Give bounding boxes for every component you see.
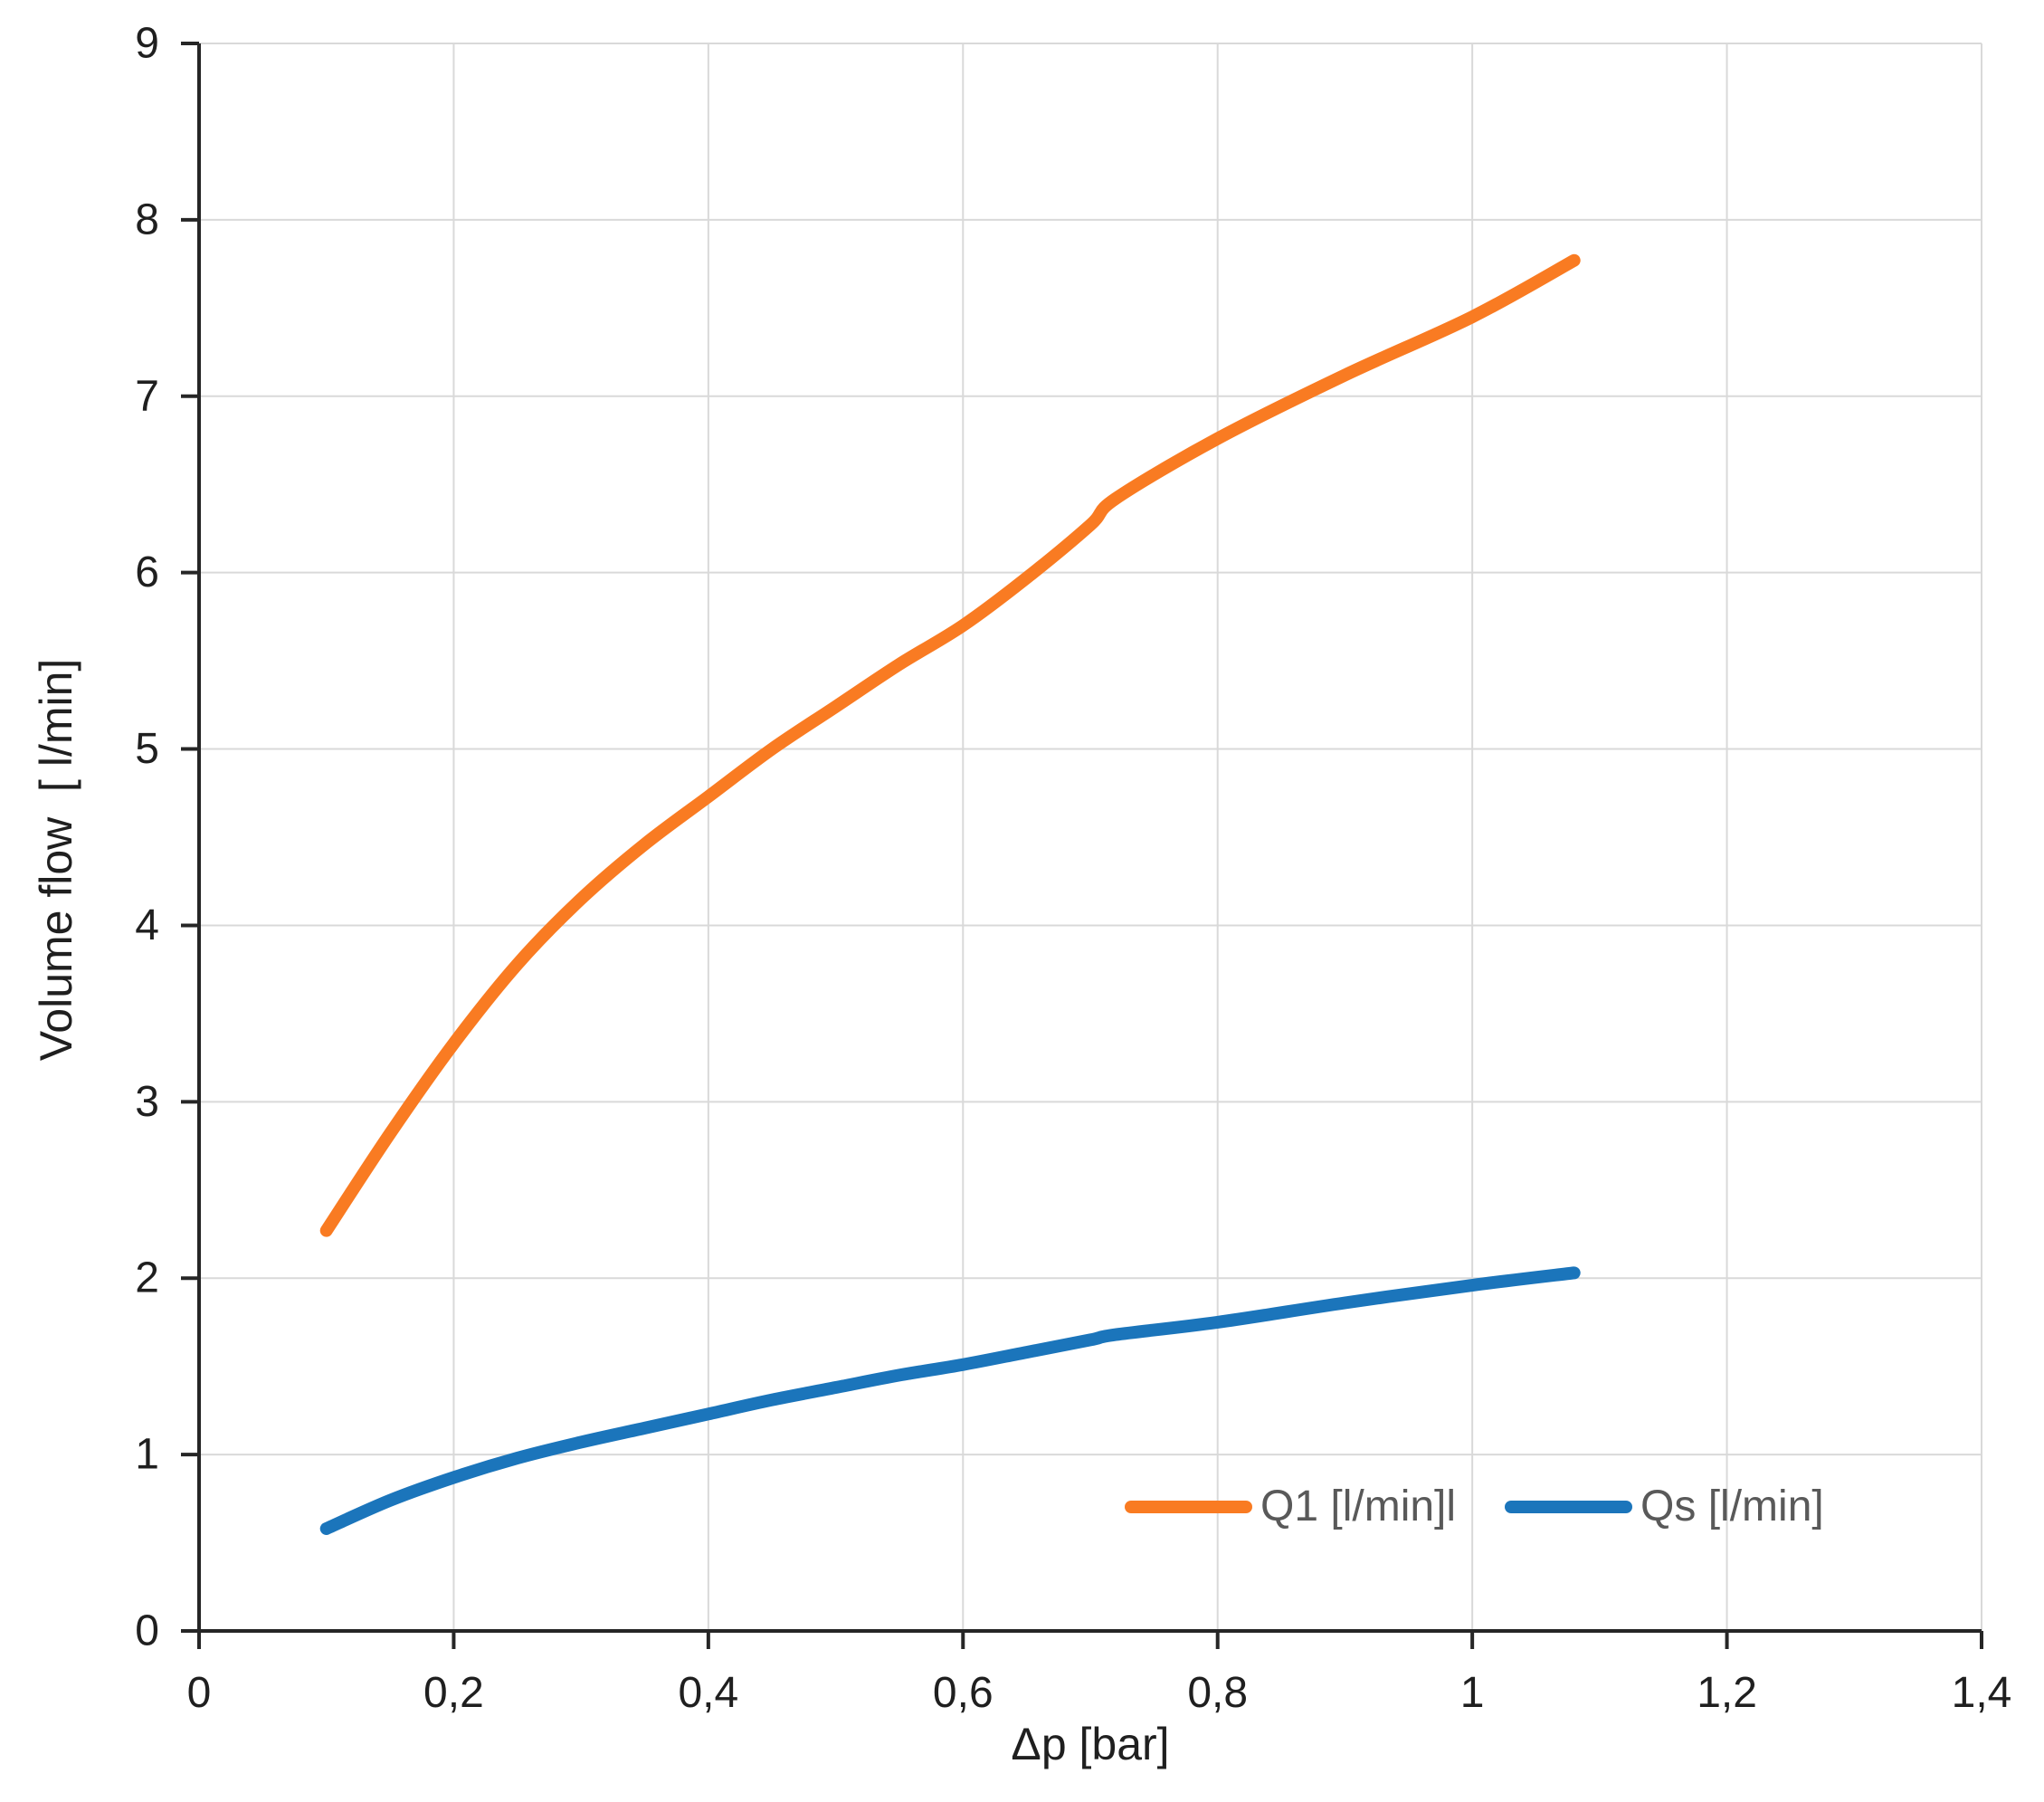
x-tick-label: 0,4 — [678, 1669, 738, 1717]
legend-swatch-q1 — [1125, 1500, 1252, 1513]
legend-label-q1: Q1 [l/min]l — [1260, 1483, 1457, 1530]
x-tick-label: 1,4 — [1952, 1669, 2012, 1717]
x-tick-label: 0,6 — [933, 1669, 993, 1717]
y-tick-label: 9 — [135, 20, 159, 68]
y-tick-label: 8 — [135, 195, 159, 243]
y-tick-label: 0 — [135, 1607, 159, 1655]
legend-entry-qs: Qs [l/min] — [1505, 1482, 1824, 1531]
legend: Q1 [l/min]l Qs [l/min] — [1125, 1482, 1824, 1531]
y-tick-label: 6 — [135, 548, 159, 596]
y-tick-label: 2 — [135, 1254, 159, 1302]
legend-entry-q1: Q1 [l/min]l — [1125, 1482, 1456, 1531]
y-tick-label: 4 — [135, 901, 159, 949]
x-tick-label: 0,2 — [423, 1669, 484, 1717]
x-tick-label: 1,2 — [1697, 1669, 1757, 1717]
series-line-q1 — [319, 253, 1581, 1237]
y-tick-label: 5 — [135, 725, 159, 773]
x-axis-title: Δp [bar] — [1011, 1719, 1170, 1769]
series-line-qs — [319, 1266, 1581, 1535]
legend-label-qs: Qs [l/min] — [1640, 1483, 1824, 1530]
legend-swatch-qs — [1505, 1500, 1633, 1513]
x-tick-label: 0 — [187, 1669, 212, 1717]
y-tick-label: 3 — [135, 1078, 159, 1126]
x-tick-label: 0,8 — [1187, 1669, 1248, 1717]
x-tick-label: 1 — [1460, 1669, 1485, 1717]
y-axis-title: Volume flow [ l/min] — [31, 658, 81, 1062]
y-tick-label: 1 — [135, 1431, 159, 1479]
y-tick-label: 7 — [135, 372, 159, 420]
